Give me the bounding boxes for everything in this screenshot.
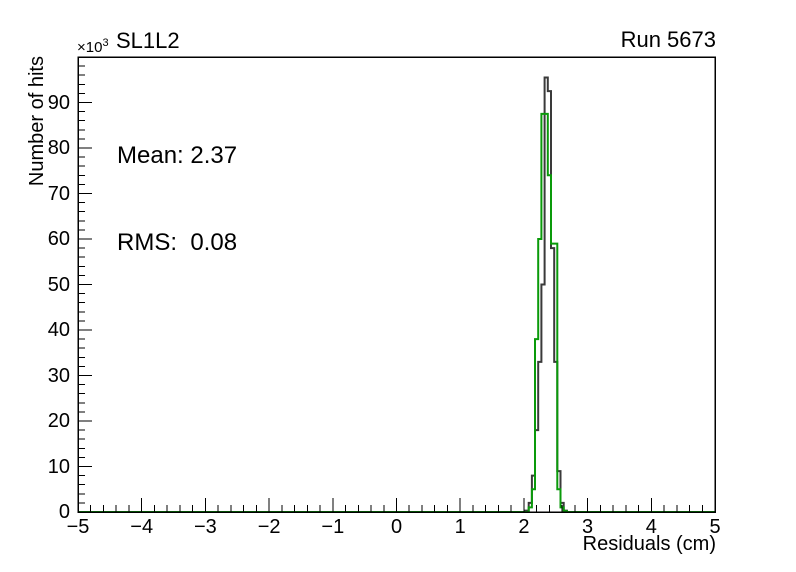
x-tick-label: −2 bbox=[257, 516, 281, 538]
y-axis-exponent: ×103 bbox=[77, 37, 109, 56]
x-tick-label: 1 bbox=[454, 516, 466, 538]
x-tick-label: 5 bbox=[709, 516, 721, 538]
axes-frame bbox=[77, 56, 716, 513]
histogram-title: SL1L2 bbox=[116, 28, 180, 53]
y-tick-label: 90 bbox=[47, 91, 70, 114]
y-tick-label: 80 bbox=[47, 137, 70, 159]
x-tick-label: −4 bbox=[130, 516, 154, 538]
x-tick-label: 3 bbox=[582, 516, 594, 538]
x-tick-label: 2 bbox=[518, 516, 530, 538]
x-tick-label: 0 bbox=[390, 516, 403, 538]
y-tick-label: 70 bbox=[47, 182, 70, 205]
stats-box: Mean: 2.37 RMS: 0.08 bbox=[117, 83, 237, 315]
y-tick-label: 20 bbox=[47, 410, 70, 432]
y-tick-label: 40 bbox=[47, 319, 70, 341]
x-tick-label: −3 bbox=[193, 516, 217, 538]
rms-value-text: RMS: 0.08 bbox=[117, 229, 238, 256]
histogram-curves bbox=[78, 76, 715, 513]
x-axis-title: Residuals (cm) bbox=[582, 533, 716, 555]
run-number-label: Run 5673 bbox=[620, 27, 716, 52]
mean-value-text: Mean: 2.37 bbox=[117, 142, 238, 169]
green-histogram bbox=[78, 112, 715, 513]
y-axis-title: Number of hits bbox=[26, 56, 48, 187]
y-axis-exponent-base: ×10 bbox=[77, 39, 103, 56]
x-tick-label: 4 bbox=[645, 516, 657, 538]
y-tick-label: 30 bbox=[47, 364, 70, 387]
y-tick-label: 50 bbox=[47, 273, 70, 296]
y-tick-label: 10 bbox=[47, 455, 70, 478]
x-tick-label: −5 bbox=[66, 516, 90, 538]
x-tick-label: −1 bbox=[321, 516, 345, 538]
y-tick-label: 60 bbox=[47, 228, 70, 250]
y-axis-exponent-power: 3 bbox=[102, 37, 109, 49]
y-tick-label: 0 bbox=[58, 501, 70, 523]
